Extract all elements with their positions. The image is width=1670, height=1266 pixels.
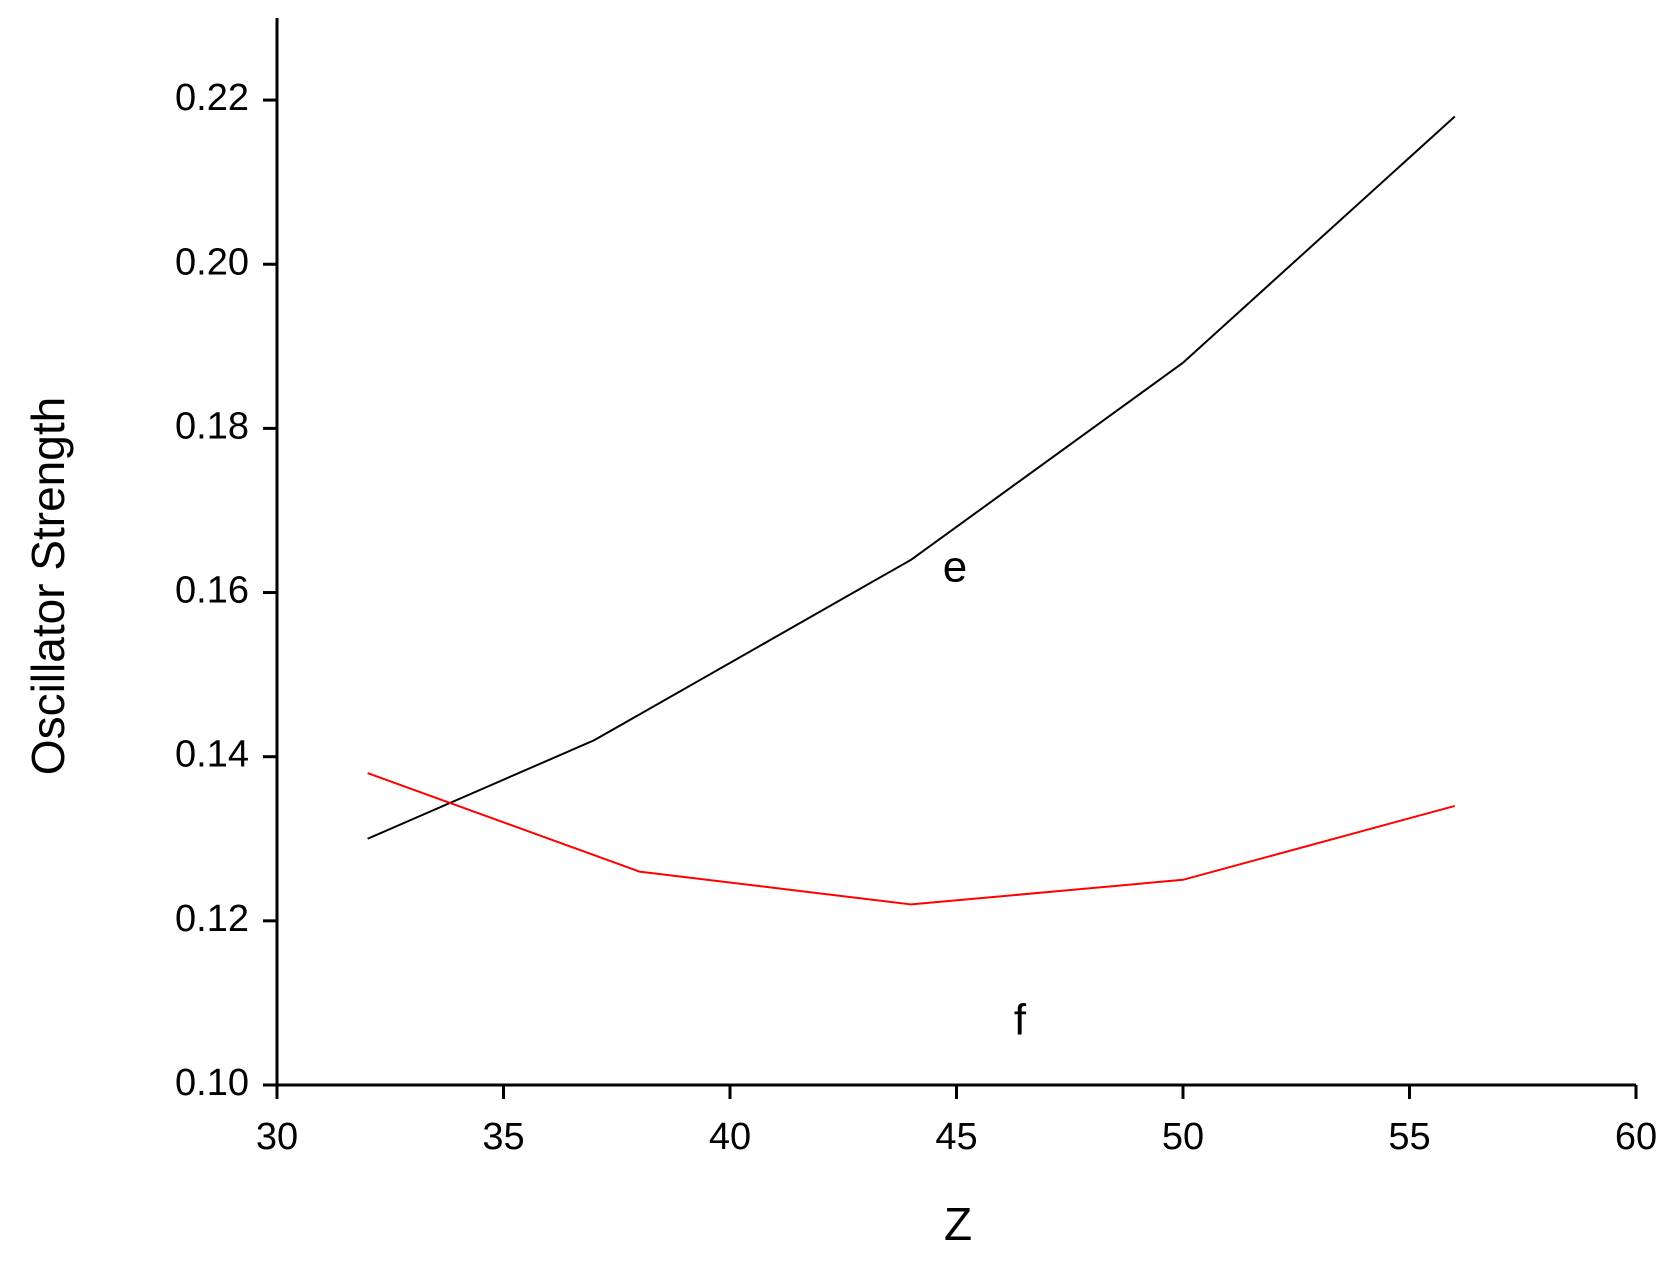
- y-tick-label: 0.18: [175, 405, 249, 447]
- y-tick-label: 0.20: [175, 241, 249, 283]
- x-tick-label: 45: [935, 1116, 977, 1158]
- y-tick-label: 0.16: [175, 570, 249, 612]
- x-axis-title: Z: [944, 1198, 972, 1250]
- x-tick-label: 60: [1615, 1116, 1657, 1158]
- x-tick-label: 50: [1162, 1116, 1204, 1158]
- series-line: [367, 772, 1456, 906]
- y-tick-label: 0.10: [175, 1062, 249, 1104]
- y-tick-label: 0.14: [175, 734, 249, 776]
- x-tick-label: 35: [482, 1116, 524, 1158]
- y-tick-label: 0.22: [175, 77, 249, 119]
- x-tick-label: 55: [1388, 1116, 1430, 1158]
- x-tick-label: 40: [709, 1116, 751, 1158]
- y-axis-title: Oscillator Strength: [22, 397, 74, 775]
- series-label: f: [1014, 996, 1027, 1045]
- y-tick-label: 0.12: [175, 898, 249, 940]
- x-tick-label: 30: [256, 1116, 298, 1158]
- series-label: e: [943, 543, 967, 592]
- series-line: [367, 115, 1456, 840]
